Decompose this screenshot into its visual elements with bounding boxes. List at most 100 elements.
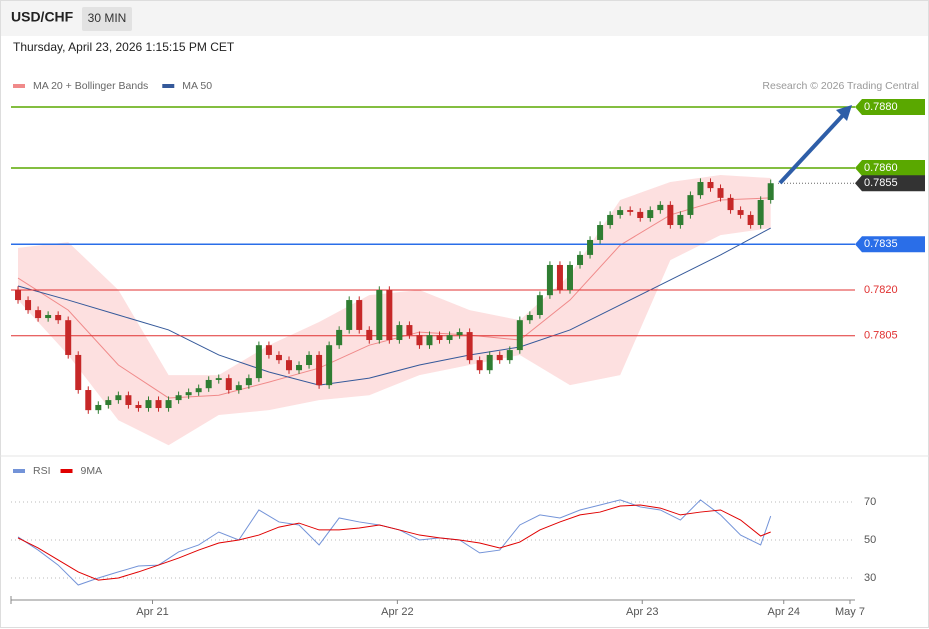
level-tag [855, 236, 925, 253]
indicator-line [17, 504, 771, 581]
candle-body [346, 300, 353, 330]
candle-body [406, 325, 413, 336]
moving-average [17, 197, 771, 399]
x-tick-label: Apr 23 [626, 606, 658, 618]
candle-body [536, 295, 543, 315]
level-tag [855, 159, 925, 176]
candle-body [205, 379, 212, 389]
candle-body [215, 378, 222, 380]
candle-body [707, 182, 714, 189]
datetime: Thursday, April 23, 2026 1:15:15 PM CET [13, 40, 235, 54]
candle-body [456, 332, 463, 336]
candle-body [647, 210, 654, 218]
legend-label: RSI [33, 465, 51, 477]
candle-body [436, 335, 443, 341]
x-tick-label: Apr 24 [768, 606, 800, 618]
x-tick-label: Apr 21 [136, 606, 168, 618]
candle-body [416, 335, 423, 346]
candle-body [235, 385, 242, 391]
y-tick-label: 70 [864, 496, 876, 508]
candle-body [627, 210, 634, 212]
candle-body [577, 254, 584, 265]
timeframe-tab[interactable] [82, 7, 132, 31]
legend-label: MA 20 + Bollinger Bands [33, 80, 148, 92]
x-tick-label: Apr 22 [381, 606, 413, 618]
candle-body [757, 200, 764, 226]
plot-layer: MA 20 + Bollinger Bands MA 50 0.7880 0.7860… [11, 80, 925, 618]
legend-swatch [13, 84, 25, 88]
candle-body [175, 395, 182, 401]
candle-body [255, 345, 262, 379]
indicator-line [17, 499, 772, 586]
candle-body [285, 360, 292, 371]
candle-body [687, 195, 694, 215]
candle-body [105, 400, 112, 405]
legend-swatch [13, 469, 25, 473]
candle-body [476, 360, 483, 371]
candle-body [607, 214, 614, 226]
candle-body [737, 210, 744, 215]
legend-swatch [162, 84, 175, 88]
candle-body [516, 320, 523, 351]
candle-body [245, 378, 252, 386]
candle-body [135, 404, 142, 409]
candle-body [446, 335, 453, 341]
candle-body [546, 264, 553, 296]
candle-body [15, 289, 22, 301]
level-tag [855, 98, 925, 115]
level-label: 0.7805 [864, 330, 898, 342]
candle-body [85, 390, 92, 411]
candle-body [727, 197, 734, 211]
candle-body [386, 289, 393, 341]
candle-body [566, 264, 573, 290]
candle-body [296, 365, 303, 371]
candle-body [25, 300, 32, 311]
symbol: USD/CHF [11, 9, 74, 25]
level-label: 0.7880 [864, 101, 898, 113]
level-label: 0.7820 [864, 284, 898, 296]
level-label: 0.7855 [864, 177, 898, 189]
candle-body [486, 354, 493, 371]
candle-body [556, 264, 563, 290]
candle-body [336, 329, 343, 346]
candle-body [506, 350, 513, 361]
level-tag [855, 175, 925, 192]
candle-body [225, 378, 232, 391]
level-label: 0.7860 [864, 162, 898, 174]
candle-body [145, 400, 152, 409]
forecast-arrowhead [836, 105, 852, 121]
candle-body [667, 204, 674, 226]
candle-body [376, 289, 383, 341]
x-tick-label: May 7 [835, 606, 865, 618]
candle-body [587, 239, 594, 255]
candle-body [165, 400, 172, 409]
candle-body [657, 204, 664, 211]
candle-body [496, 354, 503, 361]
source: Research © 2026 Trading Central [762, 80, 919, 92]
candle-body [466, 332, 473, 361]
moving-average [17, 227, 771, 386]
timeframe[interactable]: 30 MIN [88, 11, 127, 25]
candle-body [125, 395, 132, 405]
legend-swatch [60, 469, 73, 473]
legend-label: MA 50 [182, 80, 212, 92]
y-tick-label: 50 [864, 534, 876, 546]
candle-body [195, 388, 202, 393]
y-tick-label: 30 [864, 572, 876, 584]
candle-body [155, 400, 162, 409]
candle-body [356, 300, 363, 330]
candle-body [65, 320, 72, 355]
header-bar [0, 0, 929, 36]
candle-body [45, 314, 52, 319]
level-label: 0.7835 [864, 238, 898, 250]
candle-body [767, 183, 774, 201]
candle-body [316, 354, 323, 386]
forecast-arrow [778, 111, 847, 185]
candle-body [185, 392, 192, 396]
candle-body [275, 354, 282, 361]
candle-body [697, 182, 704, 196]
candle-body [265, 345, 272, 355]
candle-body [55, 314, 62, 321]
candle-body [526, 314, 533, 321]
